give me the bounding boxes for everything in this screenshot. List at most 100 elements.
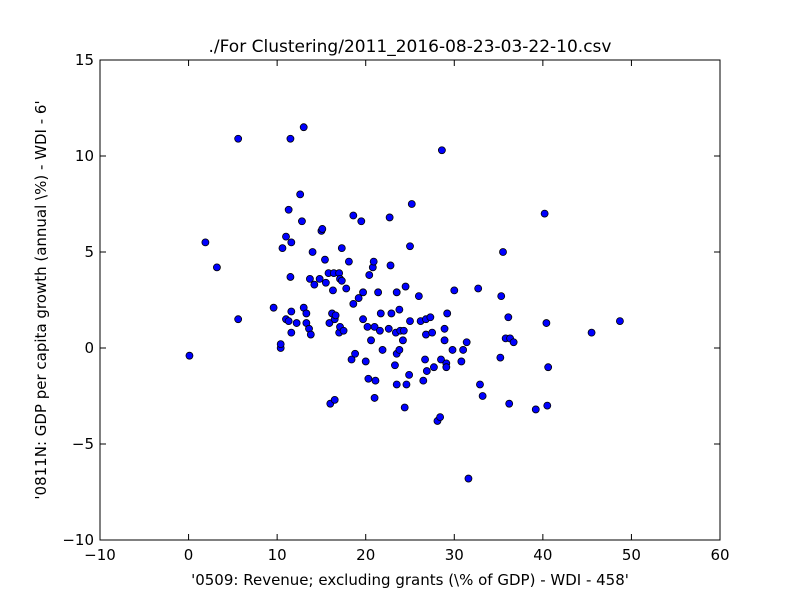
data-point: [587, 328, 596, 337]
data-point: [440, 324, 449, 333]
data-point: [457, 357, 466, 366]
data-point: [376, 309, 385, 318]
data-point: [287, 307, 296, 316]
data-point: [384, 324, 393, 333]
data-point: [428, 328, 437, 337]
data-point: [476, 380, 484, 389]
data-point: [286, 273, 295, 281]
data-point: [407, 200, 416, 208]
data-point: [370, 322, 379, 331]
data-point: [499, 248, 507, 256]
y-tick-label: −5: [72, 435, 94, 453]
data-point: [392, 380, 401, 389]
data-point: [369, 257, 378, 266]
data-point: [401, 282, 410, 291]
data-point: [406, 317, 414, 326]
data-point: [278, 244, 287, 253]
data-point: [437, 355, 445, 364]
y-tick-label: 0: [84, 339, 94, 357]
data-point: [378, 346, 387, 354]
data-point: [544, 363, 553, 372]
data-point: [367, 336, 375, 345]
data-point: [354, 294, 363, 302]
data-point: [426, 313, 435, 322]
data-point: [296, 190, 305, 199]
data-point: [337, 276, 346, 285]
data-point: [430, 363, 438, 372]
x-tick-label: 50: [622, 546, 641, 564]
data-point: [363, 322, 372, 331]
data-point: [478, 392, 487, 400]
y-tick-label: −10: [62, 531, 94, 549]
axis-ticks: −10 0 10 20 30 40 50 60 −10 −5 0 5 10 15: [62, 51, 729, 564]
data-point: [419, 376, 428, 385]
data-point: [395, 346, 404, 354]
data-point: [269, 303, 278, 312]
y-tick-label: 10: [75, 147, 94, 165]
data-point: [321, 278, 330, 287]
x-tick-label: 40: [533, 546, 552, 564]
data-point: [292, 319, 301, 327]
data-point: [440, 336, 449, 345]
data-point: [201, 238, 210, 247]
data-point: [406, 242, 414, 251]
data-point: [331, 311, 340, 320]
data-point: [359, 288, 367, 297]
x-tick-label: 10: [268, 546, 287, 564]
data-point: [276, 340, 285, 349]
data-point: [374, 288, 383, 297]
data-point: [365, 271, 374, 279]
data-point: [310, 280, 319, 289]
x-tick-label: −10: [84, 546, 116, 564]
data-point: [318, 225, 327, 233]
data-point: [387, 309, 396, 318]
data-point: [330, 395, 339, 404]
data-point: [505, 399, 514, 408]
data-point: [395, 305, 404, 314]
data-point: [347, 355, 356, 364]
data-point: [459, 346, 468, 354]
data-points: [185, 123, 624, 483]
data-point: [370, 394, 379, 402]
data-point: [286, 134, 295, 143]
data-point: [299, 123, 308, 132]
data-point: [344, 257, 353, 266]
data-point: [375, 326, 384, 335]
data-point: [540, 209, 549, 218]
data-point: [361, 357, 370, 366]
data-point: [364, 374, 373, 383]
data-point: [509, 338, 518, 347]
data-point: [287, 238, 296, 247]
data-point: [391, 361, 399, 370]
data-point: [531, 405, 540, 414]
data-point: [450, 286, 459, 295]
data-point: [437, 146, 446, 155]
data-point: [392, 288, 401, 297]
data-point: [405, 370, 414, 379]
x-tick-label: 30: [445, 546, 464, 564]
data-point: [421, 355, 429, 364]
data-point: [462, 338, 471, 347]
y-tick-label: 15: [75, 51, 94, 69]
x-axis-label: '0509: Revenue; excluding grants (\% of …: [191, 571, 629, 589]
data-point: [448, 346, 457, 354]
x-tick-label: 20: [356, 546, 375, 564]
data-point: [474, 284, 483, 293]
data-point: [342, 284, 351, 293]
data-point: [298, 217, 306, 226]
data-point: [337, 244, 346, 253]
data-point: [436, 413, 445, 422]
data-point: [504, 313, 513, 322]
data-point: [315, 274, 324, 283]
data-point: [329, 286, 337, 295]
y-axis-label: '0811N: GDP per capita growth (annual \%…: [32, 100, 50, 499]
data-point: [399, 336, 407, 345]
data-point: [306, 330, 315, 339]
data-point: [359, 315, 367, 324]
chart-title: ./For Clustering/2011_2016-08-23-03-22-1…: [209, 37, 612, 57]
data-point: [351, 349, 359, 358]
data-point: [400, 403, 409, 412]
data-point: [399, 326, 408, 335]
data-point: [349, 211, 358, 220]
